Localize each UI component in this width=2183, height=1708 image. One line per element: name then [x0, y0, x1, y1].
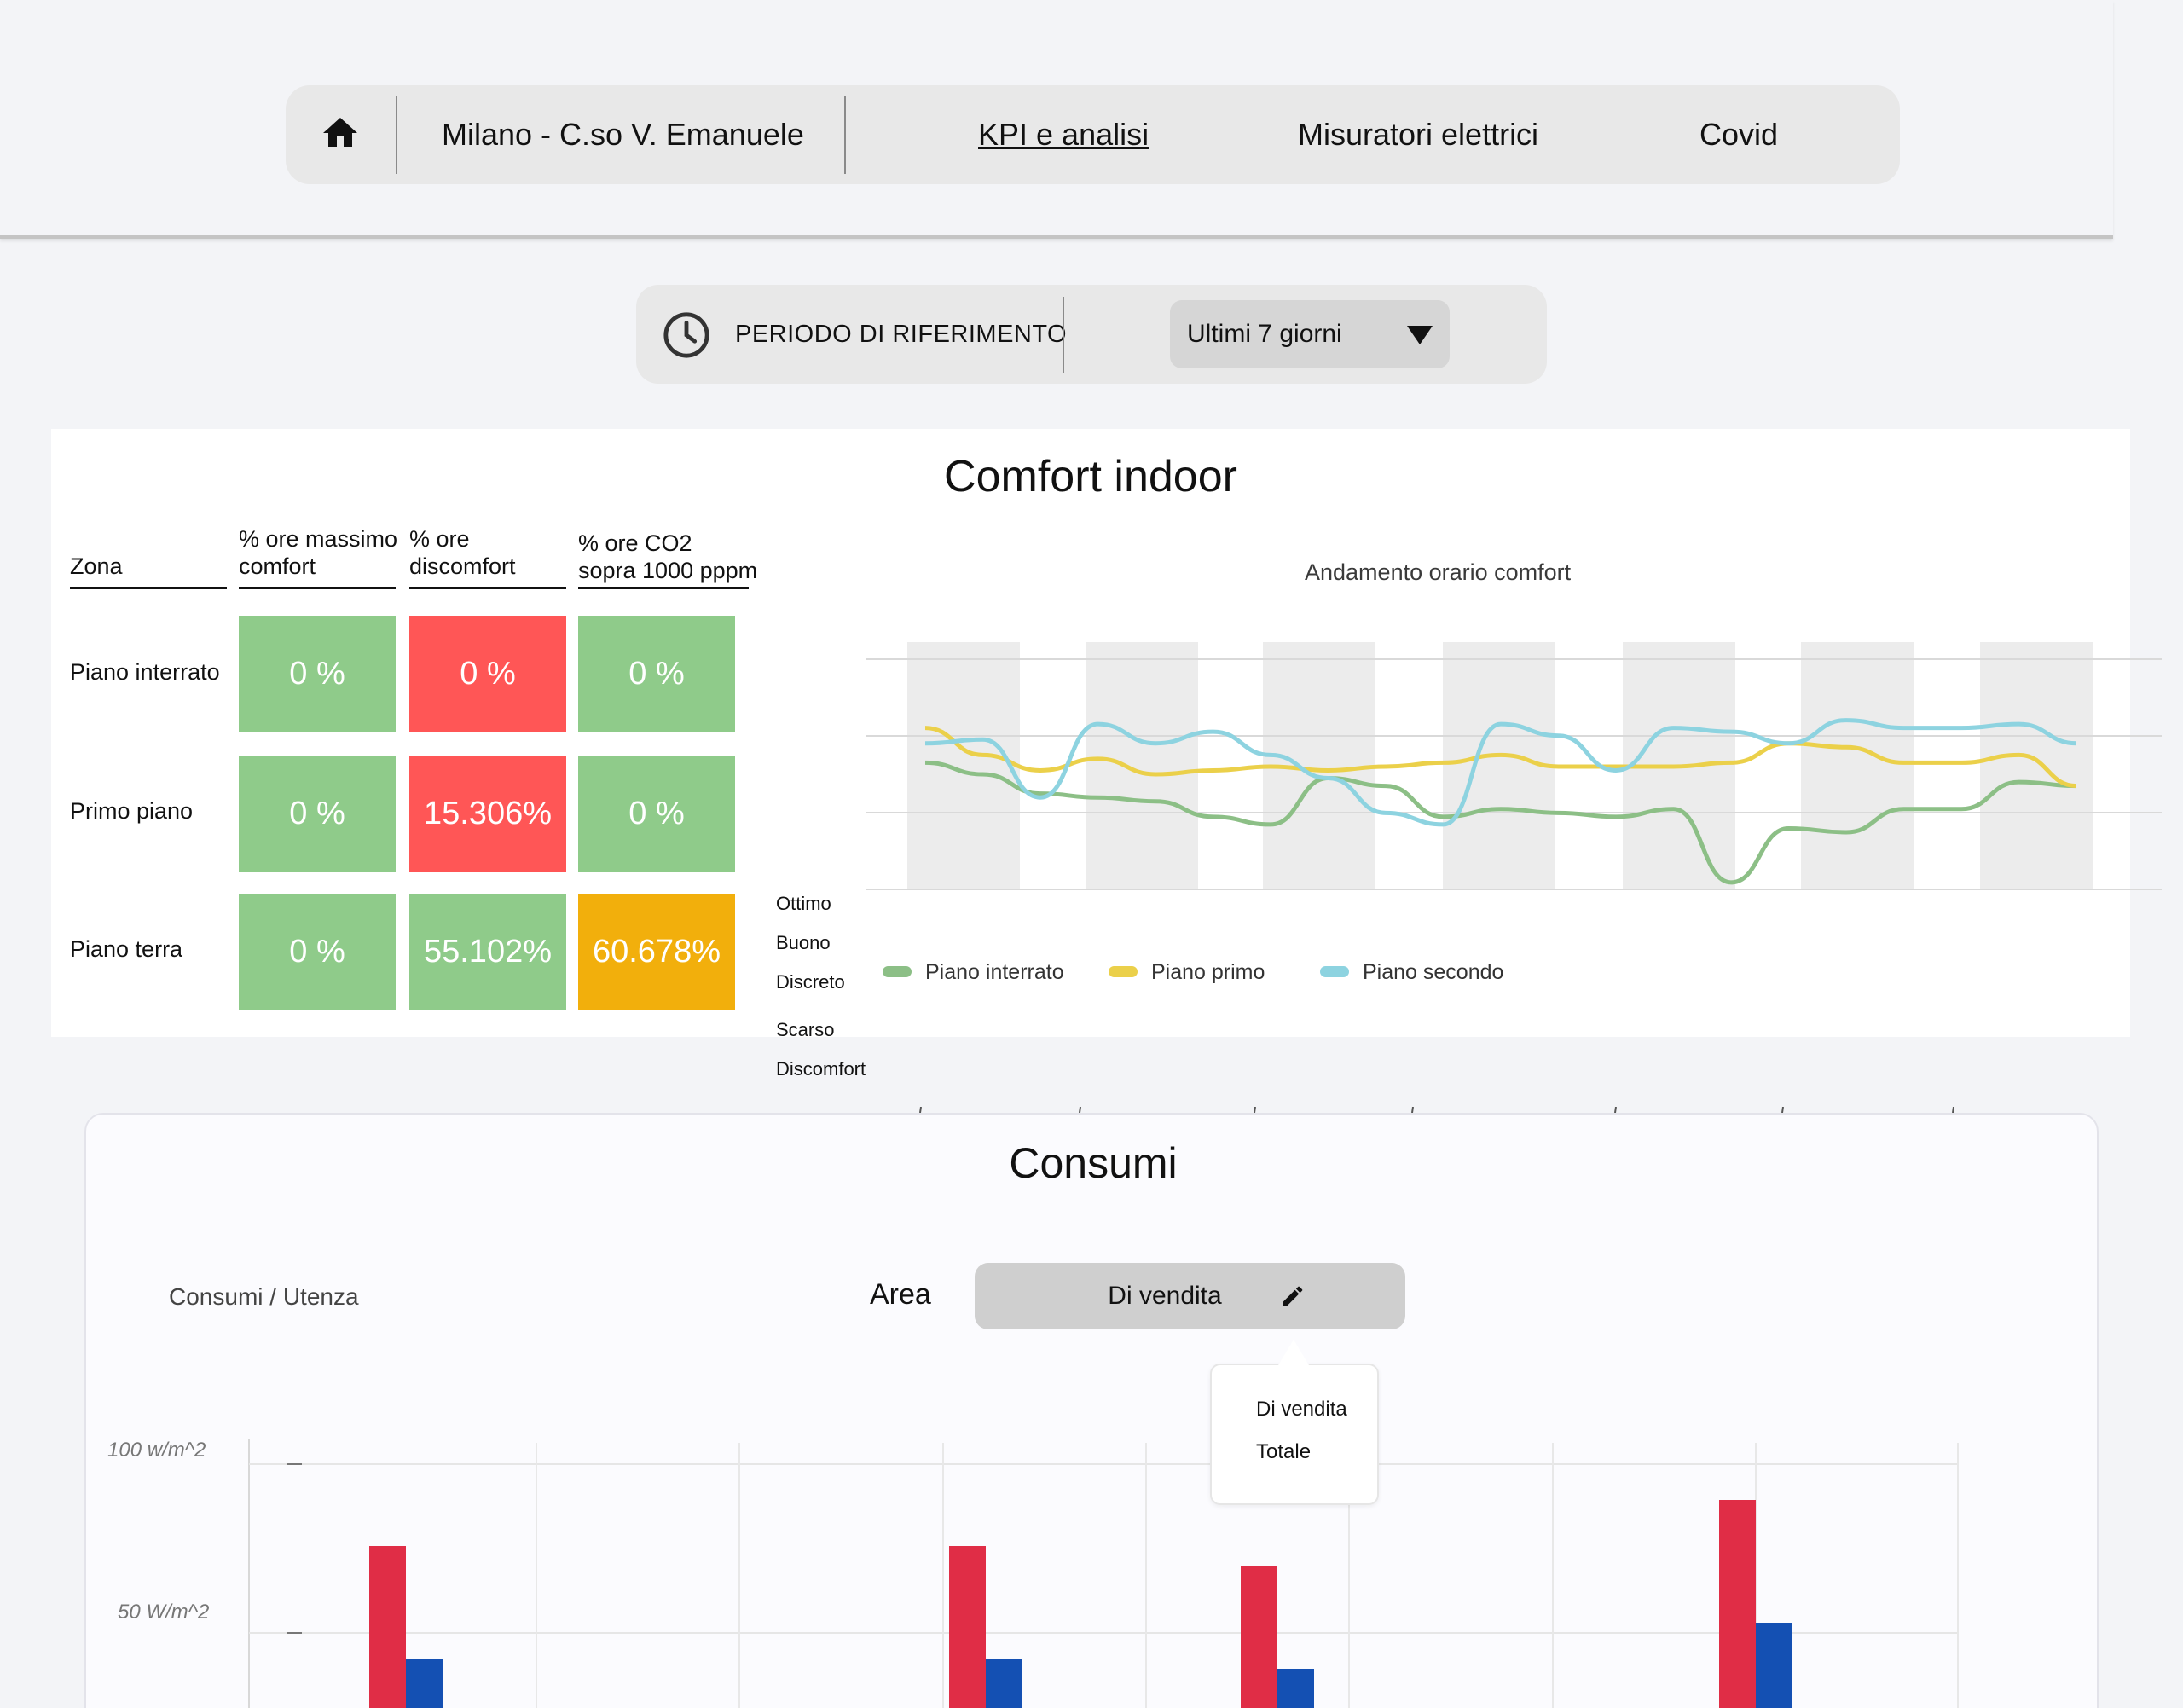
level-label: Discomfort — [776, 1058, 866, 1080]
day-band — [1980, 642, 2093, 889]
header-underline — [239, 587, 396, 589]
level-label: Buono — [776, 932, 831, 953]
consumi-bar-chart — [248, 1439, 1959, 1708]
y-axis-tick-label: 50 W/m^2 — [118, 1601, 210, 1624]
period-dropdown[interactable]: Ultimi 7 giorni — [1170, 300, 1450, 368]
bar-blue — [1756, 1623, 1792, 1708]
header-underline — [578, 587, 749, 589]
day-band — [907, 642, 1020, 889]
level-label: Scarso — [776, 1019, 835, 1040]
legend-swatch — [1320, 966, 1349, 977]
kpi-tile: 0 % — [239, 756, 396, 872]
level-label: Discreto — [776, 971, 845, 993]
bar-blue — [406, 1659, 443, 1708]
zone-label: Primo piano — [70, 798, 194, 824]
area-selected-value: Di vendita — [1108, 1282, 1222, 1310]
nav-misuratori-elettrici[interactable]: Misuratori elettrici — [1298, 117, 1539, 152]
kpi-tile: 55.102% — [409, 894, 566, 1010]
series-line-1 — [924, 760, 2077, 885]
series-line-2 — [924, 726, 2077, 789]
bar-red — [949, 1546, 986, 1708]
consumi-subtitle: Consumi / Utenza — [169, 1283, 359, 1310]
kpi-tile: 0 % — [239, 616, 396, 732]
area-label: Area — [870, 1278, 931, 1311]
area-options-dropdown: Di vendita Totale — [1210, 1340, 1379, 1505]
kpi-tile: 15.306% — [409, 756, 566, 872]
header-underline — [409, 587, 566, 589]
period-label: PERIODO DI RIFERIMENTO — [735, 321, 1068, 348]
site-selector[interactable]: Milano - C.so V. Emanuele — [442, 117, 804, 152]
dropdown-arrow-icon — [1407, 326, 1433, 344]
bar-red — [1719, 1500, 1756, 1708]
zone-label: Piano terra — [70, 936, 183, 962]
top-bar: Milano - C.so V. Emanuele KPI e analisi … — [0, 0, 2113, 239]
bar-blue — [986, 1659, 1022, 1708]
clock-icon — [663, 312, 709, 358]
option-totale[interactable]: Totale — [1256, 1440, 1312, 1463]
nav-covid[interactable]: Covid — [1699, 117, 1779, 152]
kpi-tile: 60.678% — [578, 894, 735, 1010]
comfort-title: Comfort indoor — [944, 452, 1237, 501]
period-divider — [1063, 297, 1064, 373]
header-co2-2: sopra 1000 pppm — [578, 558, 758, 583]
header-zona: Zona — [70, 553, 123, 579]
nav-kpi-analisi[interactable]: KPI e analisi — [978, 117, 1149, 152]
consumi-card: Consumi Consumi / Utenza Area Di vendita… — [84, 1113, 2099, 1708]
header-underline — [70, 587, 227, 589]
day-band — [1443, 642, 1555, 889]
comfort-indoor-card: Comfort indoor Zona % ore massimo comfor… — [51, 429, 2162, 1037]
nav-divider — [396, 96, 397, 174]
bar-red — [369, 1546, 406, 1708]
day-band — [1086, 642, 1198, 889]
zone-label: Piano interrato — [70, 659, 220, 685]
header-discomfort-1: % ore — [409, 526, 470, 552]
header-max-comfort-1: % ore massimo — [239, 526, 398, 552]
main-navigation: Milano - C.so V. Emanuele KPI e analisi … — [286, 85, 1900, 184]
level-label: Ottimo — [776, 893, 831, 914]
kpi-tile: 0 % — [239, 894, 396, 1010]
y-axis-tick-label: 100 w/m^2 — [107, 1439, 206, 1462]
comfort-line-chart — [866, 642, 2162, 890]
kpi-tile: 0 % — [578, 616, 735, 732]
legend-label: Piano secondo — [1363, 960, 1504, 984]
edit-pencil-icon[interactable] — [1280, 1283, 1306, 1309]
legend-label: Piano primo — [1151, 960, 1265, 984]
legend-swatch — [1109, 966, 1138, 977]
legend-swatch — [883, 966, 912, 977]
option-di-vendita[interactable]: Di vendita — [1256, 1398, 1347, 1421]
header-max-comfort-2: comfort — [239, 553, 316, 579]
stray-tick-marks — [919, 1107, 1954, 1114]
header-discomfort-2: discomfort — [409, 553, 516, 579]
period-selected-value: Ultimi 7 giorni — [1187, 320, 1342, 348]
period-selector: PERIODO DI RIFERIMENTO Ultimi 7 giorni — [636, 285, 1547, 384]
area-selector[interactable]: Di vendita — [975, 1263, 1405, 1329]
legend-label: Piano interrato — [925, 960, 1064, 984]
bar-red — [1241, 1566, 1277, 1708]
nav-divider — [844, 96, 846, 174]
consumi-title: Consumi — [1009, 1139, 1178, 1187]
series-line-3 — [924, 718, 2077, 827]
day-band — [1801, 642, 1914, 889]
bar-blue — [1277, 1669, 1314, 1708]
kpi-tile: 0 % — [578, 756, 735, 872]
header-co2-1: % ore CO2 — [578, 530, 692, 556]
dropdown-caret — [1278, 1340, 1309, 1365]
kpi-tile: 0 % — [409, 616, 566, 732]
home-icon[interactable] — [320, 113, 361, 153]
comfort-chart-title: Andamento orario comfort — [1305, 559, 1572, 585]
